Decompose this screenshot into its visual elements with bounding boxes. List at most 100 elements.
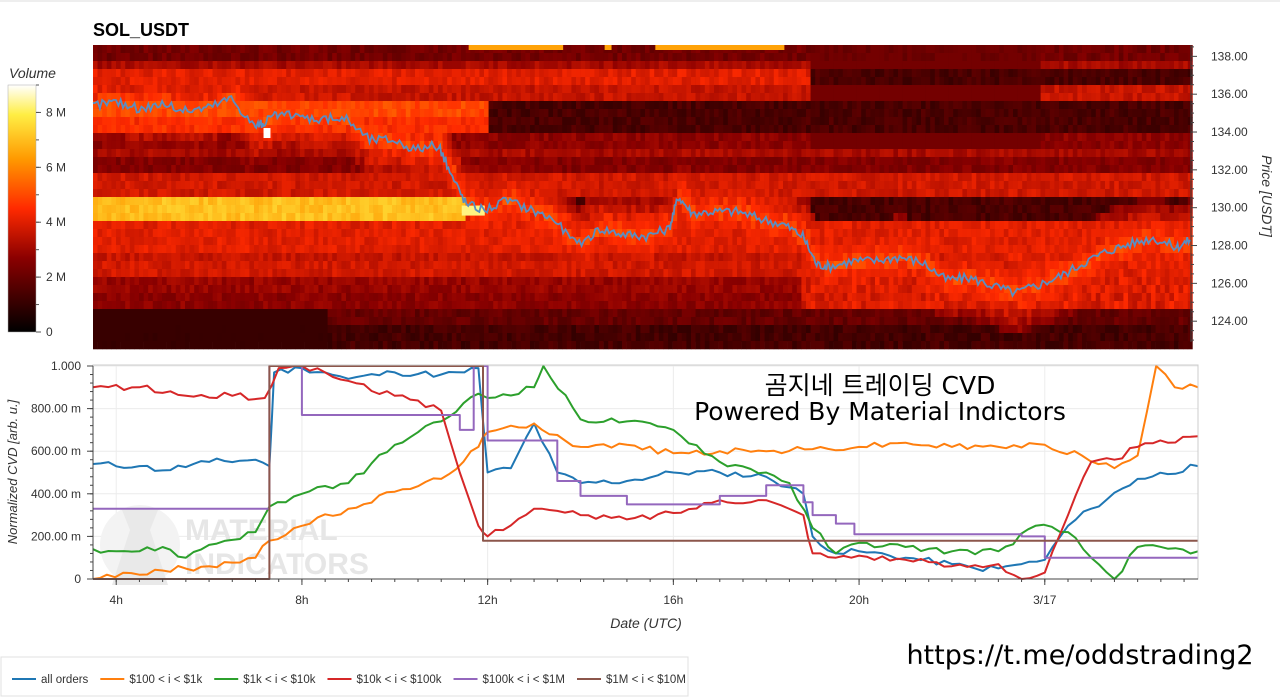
- heatmap-cell: [208, 189, 213, 198]
- heatmap-cell: [865, 181, 871, 190]
- heatmap-cell: [129, 189, 135, 198]
- heatmap-cell: [451, 181, 457, 190]
- heatmap-cell: [1174, 101, 1179, 110]
- heatmap-cell: [1164, 77, 1170, 86]
- heatmap-cell: [116, 165, 121, 174]
- heatmap-cell: [396, 101, 402, 110]
- heatmap-cell: [355, 101, 361, 110]
- heatmap-cell: [120, 61, 126, 70]
- heatmap-cell: [691, 53, 696, 62]
- heatmap-cell: [364, 53, 370, 62]
- heatmap-cell: [1031, 93, 1037, 102]
- heatmap-cell: [1082, 173, 1087, 182]
- heatmap-cell: [300, 61, 305, 70]
- heatmap-cell: [755, 77, 761, 86]
- heatmap-cell: [134, 85, 140, 94]
- heatmap-cell: [1187, 77, 1193, 86]
- heatmap-cell: [773, 93, 779, 102]
- heatmap-cell: [497, 101, 503, 110]
- heatmap-cell: [787, 101, 793, 110]
- heatmap-cell: [525, 205, 531, 214]
- heatmap-cell: [594, 93, 600, 102]
- heatmap-cell: [884, 93, 890, 102]
- heatmap-cell: [180, 157, 186, 166]
- heatmap-cell: [1151, 165, 1156, 174]
- heatmap-cell: [750, 149, 756, 158]
- heatmap-cell: [626, 141, 632, 150]
- heatmap-cell: [438, 61, 443, 70]
- heatmap-cell: [447, 69, 453, 78]
- heatmap-cell: [369, 157, 374, 166]
- heatmap-cell: [1109, 125, 1115, 134]
- heatmap-cell: [847, 101, 853, 110]
- heatmap-cell: [277, 53, 282, 62]
- heatmap-cell: [980, 197, 986, 206]
- heatmap-cell: [235, 45, 241, 54]
- heatmap-cell: [194, 125, 200, 134]
- heatmap-cell: [594, 53, 600, 62]
- heatmap-cell: [507, 61, 512, 70]
- heatmap-cell: [1151, 45, 1156, 54]
- heatmap-cell: [589, 181, 595, 190]
- heatmap-cell: [718, 173, 724, 182]
- heatmap-cell: [267, 117, 273, 126]
- heatmap-cell: [672, 117, 678, 126]
- heatmap-cell: [806, 53, 811, 62]
- heatmap-cell: [350, 181, 356, 190]
- heatmap-cell: [879, 101, 885, 110]
- heatmap-cell: [493, 69, 499, 78]
- heatmap-cell: [428, 53, 434, 62]
- heatmap-cell: [258, 149, 264, 158]
- heatmap-cell: [608, 181, 614, 190]
- heatmap-cell: [622, 77, 627, 86]
- heatmap-cell: [562, 85, 568, 94]
- heatmap-cell: [290, 45, 296, 54]
- heatmap-cell: [1132, 189, 1138, 198]
- heatmap-cell: [359, 101, 365, 110]
- heatmap-cell: [953, 149, 959, 158]
- heatmap-cell: [456, 117, 462, 126]
- heatmap-cell: [847, 77, 853, 86]
- heatmap-cell: [286, 61, 292, 70]
- heatmap-cell: [1137, 197, 1143, 206]
- heatmap-cell: [1072, 77, 1078, 86]
- heatmap-cell: [447, 197, 453, 206]
- heatmap-cell: [723, 189, 729, 198]
- heatmap-cell: [180, 149, 186, 158]
- heatmap-cell: [502, 205, 508, 214]
- heatmap-cell: [792, 53, 798, 62]
- heatmap-cell: [599, 45, 604, 54]
- heatmap-cell: [221, 117, 227, 126]
- heatmap-cell: [580, 101, 586, 110]
- heatmap-cell: [640, 149, 646, 158]
- heatmap-cell: [157, 109, 163, 118]
- heatmap-cell: [750, 85, 756, 94]
- heatmap-cell: [1137, 149, 1143, 158]
- heatmap-cell: [1174, 61, 1179, 70]
- heatmap-cell: [709, 149, 715, 158]
- heatmap-cell: [1059, 173, 1064, 182]
- heatmap-cell: [681, 173, 687, 182]
- heatmap-cell: [727, 61, 733, 70]
- heatmap-cell: [226, 133, 232, 142]
- heatmap-cell: [456, 173, 462, 182]
- heatmap-cell: [994, 125, 1000, 134]
- heatmap-cell: [143, 173, 149, 182]
- heatmap-cell: [1183, 125, 1189, 134]
- heatmap-cell: [1160, 173, 1166, 182]
- heatmap-cell: [1082, 101, 1087, 110]
- heatmap-cell: [332, 157, 338, 166]
- heatmap-cell: [332, 141, 338, 150]
- heatmap-cell: [323, 109, 328, 118]
- heatmap-cell: [530, 77, 535, 86]
- heatmap-cell: [212, 109, 218, 118]
- heatmap-cell: [930, 133, 936, 142]
- heatmap-cell: [994, 181, 1000, 190]
- heatmap-cell: [888, 109, 894, 118]
- heatmap-cell: [267, 197, 273, 206]
- heatmap-cell: [810, 101, 816, 110]
- heatmap-cell: [162, 61, 167, 70]
- heatmap-cell: [603, 53, 609, 62]
- heatmap-cell: [930, 53, 936, 62]
- heatmap-cell: [861, 101, 867, 110]
